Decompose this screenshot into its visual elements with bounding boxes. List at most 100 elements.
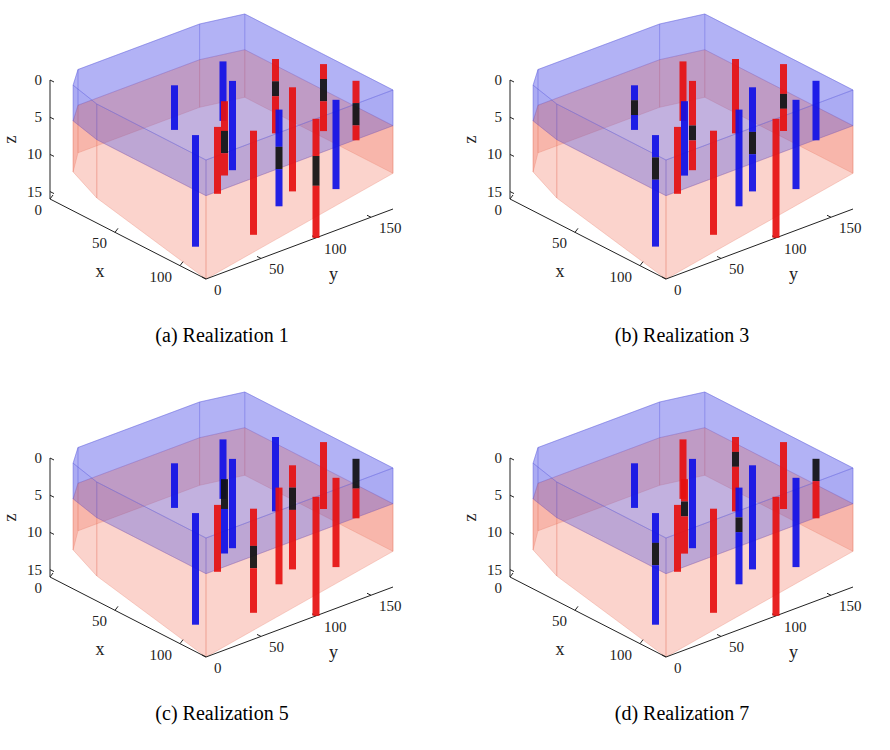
well-segment xyxy=(689,126,696,141)
y-axis-title: y xyxy=(789,264,798,284)
well-segment xyxy=(793,478,800,567)
x-tick xyxy=(640,640,643,644)
y-tick-label: 100 xyxy=(784,241,807,257)
well xyxy=(353,81,360,141)
x-axis-line xyxy=(50,577,206,657)
well xyxy=(710,509,717,613)
well xyxy=(749,465,756,569)
well xyxy=(333,478,340,567)
well-segment xyxy=(780,64,787,94)
well xyxy=(353,459,360,519)
z-axis-title: z xyxy=(0,136,20,144)
panel-caption: (a) Realization 1 xyxy=(155,324,288,347)
x-axis-title: x xyxy=(556,639,565,659)
x-tick-label: 0 xyxy=(35,202,43,218)
x-tick xyxy=(115,228,118,232)
z-axis-line xyxy=(510,458,511,577)
x-tick-label: 50 xyxy=(552,235,567,251)
well-segment xyxy=(250,568,257,613)
wells xyxy=(171,437,360,625)
well xyxy=(780,64,787,131)
y-tick xyxy=(827,215,831,217)
x-tick-label: 100 xyxy=(150,269,173,285)
x-tick xyxy=(180,262,183,266)
well xyxy=(333,100,340,189)
top-surface xyxy=(533,14,853,160)
x-tick xyxy=(575,228,578,232)
well-segment xyxy=(780,109,787,131)
x-axis-line xyxy=(510,199,666,279)
well-segment xyxy=(736,532,743,584)
z-tick-label: 10 xyxy=(27,146,42,162)
y-tick-label: 150 xyxy=(379,220,402,236)
y-tick-label: 100 xyxy=(324,241,347,257)
z-tick xyxy=(50,154,54,156)
well xyxy=(710,131,717,235)
z-tick-label: 0 xyxy=(495,450,503,466)
well-segment xyxy=(221,509,228,554)
well-segment xyxy=(276,147,283,169)
z-tick-label: 15 xyxy=(27,562,42,578)
wells xyxy=(631,59,820,247)
well-segment xyxy=(250,509,257,546)
well xyxy=(276,488,283,585)
z-tick xyxy=(50,532,54,534)
well-segment xyxy=(333,478,340,567)
well xyxy=(681,479,688,553)
wells xyxy=(631,437,820,625)
well-segment xyxy=(813,81,820,141)
well-segment xyxy=(214,505,221,572)
well xyxy=(250,131,257,235)
well-segment xyxy=(320,64,327,79)
y-tick xyxy=(662,277,666,279)
well-segment xyxy=(313,497,320,616)
panel: 050100050100150051015xyz(c) Realization … xyxy=(0,392,402,725)
well xyxy=(229,81,236,170)
y-axis-title: y xyxy=(789,642,798,662)
well-segment xyxy=(780,442,787,509)
well-segment xyxy=(652,565,659,625)
z-tick-label: 5 xyxy=(495,487,503,503)
y-tick-label: 150 xyxy=(379,598,402,614)
z-tick-label: 15 xyxy=(27,184,42,200)
y-tick xyxy=(202,655,206,657)
z-tick-label: 5 xyxy=(495,109,503,125)
x-tick xyxy=(180,640,183,644)
well-segment xyxy=(681,479,688,501)
y-axis-line xyxy=(206,587,393,657)
y-tick xyxy=(367,593,371,595)
well xyxy=(736,110,743,207)
well-segment xyxy=(353,103,360,125)
well-segment xyxy=(229,459,236,548)
z-tick-label: 0 xyxy=(495,72,503,88)
z-tick xyxy=(510,154,514,156)
y-tick-label: 0 xyxy=(674,282,682,298)
y-tick xyxy=(257,256,261,258)
well-segment xyxy=(813,459,820,481)
well-segment xyxy=(221,479,228,509)
z-tick-label: 0 xyxy=(35,72,43,88)
well-segment xyxy=(749,87,756,132)
well xyxy=(681,101,688,175)
well-segment xyxy=(689,140,696,170)
x-tick-label: 0 xyxy=(495,580,503,596)
well xyxy=(214,127,221,194)
well xyxy=(221,101,228,175)
y-axis-line xyxy=(666,209,853,279)
well-segment xyxy=(652,513,659,543)
well-segment xyxy=(681,502,688,517)
panel: 050100050100150051015xyz(d) Realization … xyxy=(460,392,862,725)
well xyxy=(749,87,756,191)
well xyxy=(652,513,659,625)
z-tick xyxy=(50,495,54,497)
well-segment xyxy=(221,101,228,131)
z-tick xyxy=(510,458,514,460)
well-segment xyxy=(289,488,296,510)
well xyxy=(320,64,327,131)
well-segment xyxy=(674,505,681,572)
well xyxy=(674,505,681,572)
z-axis-title: z xyxy=(0,514,20,522)
well-segment xyxy=(320,101,327,131)
well-segment xyxy=(272,59,279,81)
well xyxy=(773,497,780,616)
